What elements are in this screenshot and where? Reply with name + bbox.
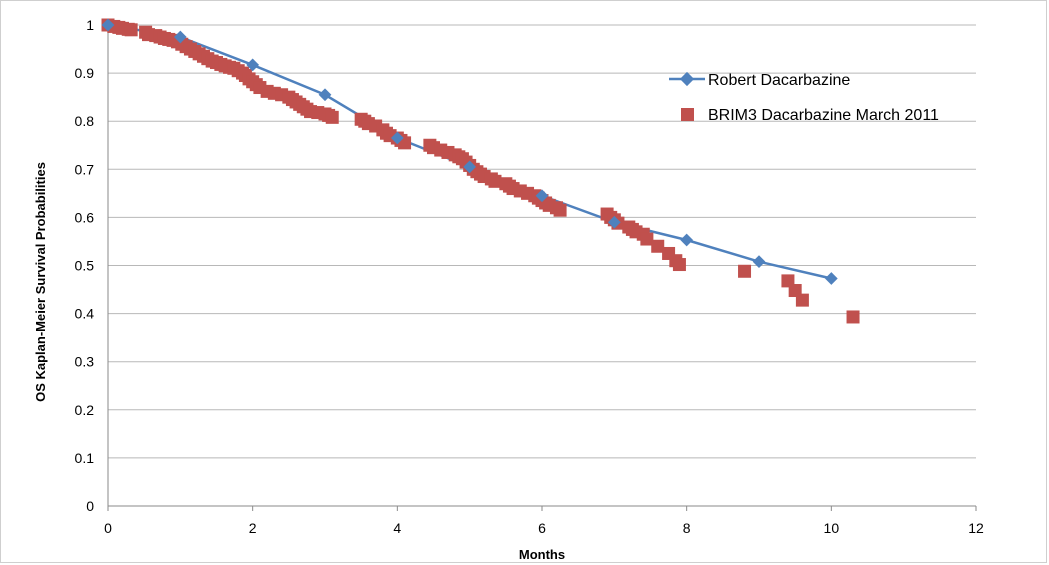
brim3-point-102 — [846, 310, 860, 324]
brim3-point-101 — [795, 293, 809, 307]
robert-point-5 — [463, 160, 477, 174]
x-tick-label-12: 12 — [968, 520, 984, 536]
robert-point-9 — [752, 255, 766, 269]
legend-marker-brim3 — [681, 108, 694, 121]
legend-label-brim3: BRIM3 Dacarbazine March 2011 — [708, 107, 939, 124]
legend: Robert Dacarbazine BRIM3 Dacarbazine Mar… — [669, 71, 939, 124]
y-tick-label-1: 1 — [86, 17, 94, 33]
y-tick-label-0: 0 — [86, 498, 94, 514]
y-tick-label-0.3: 0.3 — [75, 354, 95, 370]
y-tick-labels: 0 0.1 0.2 0.3 0.4 0.5 0.6 0.7 0.8 0.9 1 — [75, 17, 95, 514]
y-tick-label-0.1: 0.1 — [75, 450, 95, 466]
legend-item-brim3: BRIM3 Dacarbazine March 2011 — [681, 107, 939, 124]
y-tick-label-0.7: 0.7 — [75, 161, 95, 177]
x-tick-label-8: 8 — [683, 520, 691, 536]
y-tick-label-0.8: 0.8 — [75, 113, 95, 129]
robert-point-8 — [680, 233, 694, 247]
brim3-point-98 — [738, 264, 752, 278]
robert-point-2 — [246, 58, 260, 72]
legend-marker-robert — [679, 71, 695, 87]
axes — [107, 25, 977, 511]
x-tick-label-0: 0 — [104, 520, 112, 536]
y-tick-label-0.4: 0.4 — [75, 306, 95, 322]
brim3-point-94 — [651, 239, 665, 253]
robert-point-10 — [824, 272, 838, 285]
y-tick-label-0.6: 0.6 — [75, 209, 95, 225]
legend-label-robert: Robert Dacarbazine — [708, 72, 850, 89]
x-tick-label-2: 2 — [249, 520, 257, 536]
brim3-point-72 — [488, 174, 502, 188]
robert-point-3 — [318, 88, 332, 102]
y-tick-label-0.5: 0.5 — [75, 258, 95, 274]
x-axis-title: Months — [519, 547, 565, 562]
x-tick-label-10: 10 — [824, 520, 840, 536]
robert-point-1 — [173, 30, 187, 44]
robert-point-4 — [390, 131, 404, 145]
x-tick-label-4: 4 — [393, 520, 401, 536]
y-axis-title: OS Kaplan-Meier Survival Probabilities — [33, 162, 48, 402]
y-tick-label-0.2: 0.2 — [75, 402, 95, 418]
legend-item-robert: Robert Dacarbazine — [669, 71, 850, 89]
series-markers — [101, 18, 860, 324]
brim3-point-84 — [553, 203, 567, 217]
gridlines — [108, 24, 976, 459]
brim3-point-93 — [640, 232, 654, 246]
y-tick-label-0.9: 0.9 — [75, 65, 95, 81]
x-tick-label-6: 6 — [538, 520, 546, 536]
brim3-point-47 — [325, 110, 339, 124]
brim3-point-97 — [672, 258, 686, 272]
brim3-point-5 — [124, 23, 138, 37]
x-tick-labels: 0 2 4 6 8 10 12 — [104, 520, 984, 536]
